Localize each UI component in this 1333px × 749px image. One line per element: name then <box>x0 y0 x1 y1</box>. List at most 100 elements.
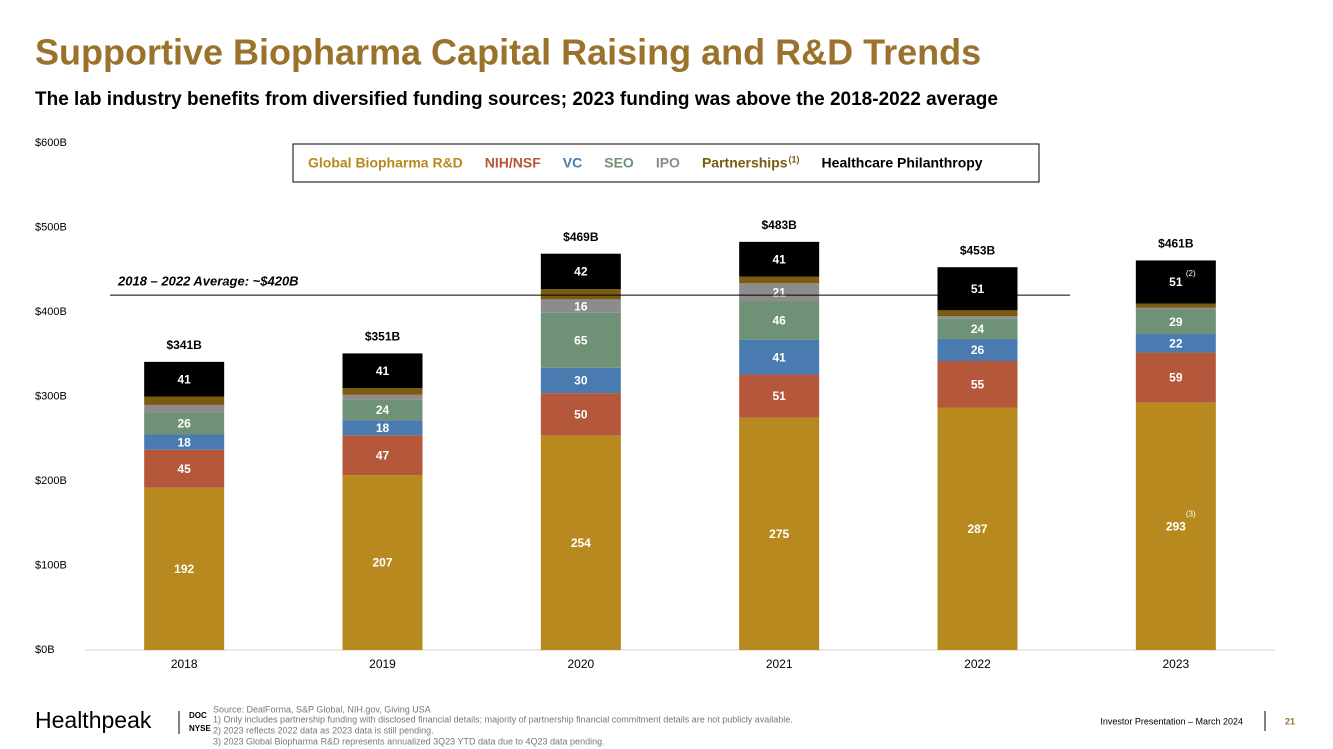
bar-segment <box>739 374 820 418</box>
bar-segment <box>342 435 423 476</box>
bar-segment <box>739 301 820 340</box>
bar-segment <box>342 353 423 389</box>
x-tick-label: 2020 <box>567 657 594 671</box>
bar-segment <box>937 318 1018 340</box>
legend-footnote: (1) <box>789 154 800 164</box>
data-label: 22 <box>1169 336 1183 350</box>
legend-label: Partnerships <box>702 155 788 171</box>
legend-label: NIH/NSF <box>485 155 541 171</box>
source: Source: DealForma, S&P Global, NIH.gov, … <box>213 704 431 714</box>
bar-segment <box>1135 402 1216 650</box>
bar-segment <box>144 404 225 413</box>
data-label: 287 <box>967 522 987 536</box>
data-label: 41 <box>772 252 786 266</box>
legend-box <box>292 143 1040 183</box>
bar-segment <box>937 361 1018 408</box>
data-label: 16 <box>574 299 588 313</box>
total-label: $469B <box>563 230 599 244</box>
data-label: 29 <box>1169 315 1183 329</box>
bar-segment <box>937 339 1018 362</box>
bar-segment <box>937 407 1018 650</box>
y-tick-label: $600B <box>35 137 67 149</box>
data-label: 26 <box>971 343 985 357</box>
x-tick-label: 2018 <box>171 657 198 671</box>
data-label: 46 <box>772 314 786 328</box>
note: 3) 2023 Global Biopharma R&D represents … <box>213 736 605 746</box>
data-label: 18 <box>376 421 390 435</box>
legend-label: IPO <box>656 155 680 171</box>
exchange: NYSE <box>189 724 211 733</box>
title: Supportive Biopharma Capital Raising and… <box>35 32 981 73</box>
bar-segment <box>540 367 621 394</box>
data-label: 24 <box>971 322 985 336</box>
data-label: 30 <box>574 374 588 388</box>
legend-label: Healthcare Philanthropy <box>822 155 983 171</box>
total-label: $453B <box>960 243 996 257</box>
bar-segment <box>937 267 1018 311</box>
bar-segment <box>739 276 820 284</box>
bar-segment <box>144 487 225 650</box>
subtitle: The lab industry benefits from diversifi… <box>35 89 998 110</box>
bar-segment <box>739 417 820 650</box>
data-label: 51 <box>971 282 985 296</box>
data-label: 42 <box>574 265 588 279</box>
bar-segment <box>144 361 225 397</box>
data-label: 41 <box>772 350 786 364</box>
bar-segment <box>144 449 225 488</box>
data-label: 55 <box>971 377 985 391</box>
footnote-mark: (2) <box>1186 269 1196 278</box>
ticker: DOC <box>189 711 207 720</box>
total-label: $461B <box>1158 237 1194 251</box>
bar-segment <box>342 388 423 395</box>
bar-segment <box>540 312 621 368</box>
bar-segment <box>937 310 1018 317</box>
legend-label: Global Biopharma R&D <box>308 155 463 171</box>
bar-segment <box>1135 333 1216 353</box>
bar-segment <box>739 241 820 277</box>
x-tick-label: 2019 <box>369 657 396 671</box>
total-label: $341B <box>166 338 202 352</box>
legend-label: SEO <box>604 155 634 171</box>
bar-segment <box>540 435 621 650</box>
data-label: 41 <box>177 372 191 386</box>
logo: Healthpeak <box>35 707 152 733</box>
data-label: 51 <box>772 389 786 403</box>
bar-segment <box>342 394 423 400</box>
bar-segment <box>1135 260 1216 304</box>
bar-segment <box>540 253 621 290</box>
bar-segment <box>739 283 820 302</box>
reference-label: 2018 – 2022 Average: ~$420B <box>117 274 299 289</box>
data-label: 45 <box>177 462 191 476</box>
y-tick-label: $100B <box>35 559 67 571</box>
data-label: 65 <box>574 333 588 347</box>
bar-segment <box>739 339 820 375</box>
bar-segment <box>342 475 423 650</box>
bar-segment <box>144 396 225 405</box>
data-label: 59 <box>1169 371 1183 385</box>
data-label: 192 <box>174 562 194 576</box>
legend: Global Biopharma R&D NIH/NSF VC SEO IPO Partn… <box>308 154 983 170</box>
y-tick-label: $200B <box>35 475 67 487</box>
bar-segment <box>540 289 621 300</box>
data-label: 41 <box>376 364 390 378</box>
x-tick-label: 2021 <box>766 657 793 671</box>
bar-segment <box>144 412 225 435</box>
presentation-label: Investor Presentation – March 2024 <box>1100 716 1243 726</box>
total-label: $483B <box>761 218 797 232</box>
note: 2) 2023 reflects 2022 data as 2023 data … <box>213 725 434 735</box>
y-tick-label: $500B <box>35 221 67 233</box>
data-label: 26 <box>177 417 191 431</box>
bar-segment <box>937 316 1018 319</box>
data-label: 47 <box>376 448 390 462</box>
bar-segment <box>144 434 225 450</box>
data-label: 21 <box>772 285 786 299</box>
bar-segment <box>1135 303 1216 308</box>
x-tick-label: 2022 <box>964 657 991 671</box>
total-label: $351B <box>365 330 401 344</box>
data-label: 275 <box>769 527 789 541</box>
y-tick-label: $0B <box>35 644 55 656</box>
data-label: 50 <box>574 407 588 421</box>
x-tick-label: 2023 <box>1162 657 1189 671</box>
data-label: 254 <box>571 536 591 550</box>
